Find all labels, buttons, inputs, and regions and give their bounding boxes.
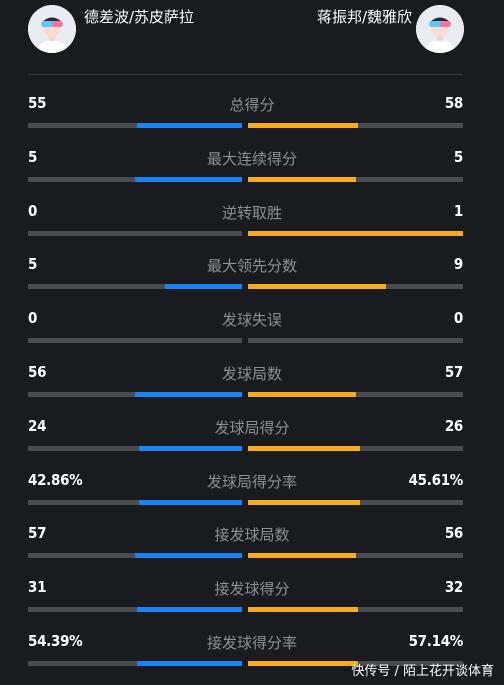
stat-right-value: 0 [453, 309, 463, 328]
stat-label: 总得分 [229, 96, 275, 114]
stat-label: 发球失误 [221, 311, 282, 330]
stat-left-value: 54.39% [28, 631, 83, 650]
stat-left-bar-track [28, 230, 242, 236]
stat-row: 56 发球局数 57 [0, 345, 504, 399]
stat-left-value: 0 [28, 201, 38, 220]
stat-label: 最大领先分数 [206, 257, 297, 276]
stat-left-bar-fill [135, 553, 242, 559]
left-player-name[interactable]: 德差波/苏皮萨拉 [84, 8, 195, 26]
stat-right-bar-track [248, 284, 463, 290]
stat-left-bar-fill [137, 123, 242, 128]
stat-left-bar-fill [135, 176, 242, 182]
stat-right-bar-track [248, 553, 463, 559]
stat-left-bar-track [28, 499, 242, 505]
stat-right-value: 58 [444, 94, 463, 112]
stat-left-bar-track [28, 391, 242, 397]
stat-left-value: 56 [28, 362, 47, 381]
stat-right-bar-track [248, 499, 463, 505]
stat-row: 0 逆转取胜 1 [0, 184, 504, 238]
stat-row: 54.39% 接发球得分率 57.14% [0, 614, 504, 668]
stat-left-bar-fill [135, 391, 242, 397]
stat-left-bar-track [28, 284, 242, 290]
stat-right-bar-track [248, 123, 463, 128]
stat-left-bar-track [28, 445, 242, 451]
watermark-text: 快传号 / 陌上花开谈体育 [351, 664, 494, 679]
stat-right-bar-track [248, 660, 463, 666]
match-header: 德差波/苏皮萨拉 蒋振邦/魏雅欣 [0, 0, 504, 76]
stat-row: 55 总得分 58 [0, 76, 504, 130]
stat-right-value: 57 [444, 362, 463, 381]
stat-left-bar-track [28, 338, 242, 344]
stat-label: 最大连续得分 [206, 149, 297, 168]
stat-right-value: 32 [444, 578, 463, 597]
header-divider [28, 74, 463, 75]
stat-right-bar-track [248, 607, 463, 613]
stat-right-bar-track [248, 230, 463, 236]
stat-left-value: 24 [28, 416, 47, 435]
stat-left-value: 42.86% [28, 470, 83, 489]
stat-row: 31 接发球得分 32 [0, 560, 504, 614]
stat-label: 接发球局数 [214, 526, 290, 545]
stat-right-value: 9 [453, 255, 463, 274]
stat-label: 逆转取胜 [221, 203, 282, 222]
stat-right-bar-track [248, 338, 463, 344]
stat-left-value: 5 [28, 255, 38, 274]
stat-left-value: 31 [28, 578, 47, 597]
stat-right-bar-fill [248, 553, 356, 559]
stat-label: 接发球得分率 [206, 633, 297, 652]
stats-list: 55 总得分 58 5 最大连续得分 5 0 逆转取胜 1 5 最大领先分数 9 0 发球失误 0 56 发球局… [0, 76, 504, 668]
stat-row: 24 发球局得分 26 [0, 399, 504, 453]
stat-left-value: 55 [28, 94, 47, 112]
stat-right-bar-fill [248, 176, 356, 182]
stat-row: 42.86% 发球局得分率 45.61% [0, 453, 504, 507]
avatar-placeholder-icon [416, 5, 464, 53]
stat-left-bar-fill [137, 660, 242, 666]
right-player-name[interactable]: 蒋振邦/魏雅欣 [316, 8, 412, 26]
stat-right-bar-fill [248, 499, 360, 505]
stat-label: 发球局得分率 [206, 472, 297, 491]
stat-left-value: 0 [28, 309, 38, 328]
stat-right-value: 57.14% [408, 631, 464, 650]
stat-label: 发球局得分 [214, 418, 290, 437]
stat-row: 5 最大连续得分 5 [0, 130, 504, 184]
stat-right-value: 26 [444, 416, 463, 435]
stat-row: 0 发球失误 0 [0, 291, 504, 345]
stat-right-value: 56 [444, 524, 463, 543]
stat-right-bar-fill [248, 391, 356, 397]
stat-right-value: 5 [453, 147, 463, 166]
stat-left-value: 5 [28, 147, 38, 166]
stat-right-value: 1 [453, 201, 463, 220]
stat-left-bar-fill [139, 445, 242, 451]
stat-right-bar-track [248, 391, 463, 397]
stat-right-value: 45.61% [408, 470, 464, 489]
right-player-avatar[interactable] [416, 5, 464, 53]
stat-right-bar-track [248, 445, 463, 451]
stat-label: 发球局数 [221, 364, 282, 383]
stat-left-bar-track [28, 553, 242, 559]
stat-label: 接发球得分 [214, 580, 290, 599]
stat-left-bar-track [28, 660, 242, 666]
stat-left-bar-fill [139, 499, 242, 505]
stat-right-bar-fill [248, 660, 358, 666]
stat-left-bar-track [28, 607, 242, 613]
avatar-placeholder-icon [28, 5, 76, 53]
stat-left-bar-track [28, 176, 242, 182]
stat-left-bar-fill [137, 607, 242, 613]
stat-left-bar-track [28, 123, 242, 128]
stat-row: 5 最大领先分数 9 [0, 237, 504, 291]
stat-row: 57 接发球局数 56 [0, 506, 504, 560]
stat-right-bar-fill [248, 607, 358, 613]
stat-left-bar-fill [164, 284, 242, 290]
stat-left-value: 57 [28, 524, 47, 543]
stat-right-bar-fill [248, 123, 358, 128]
stat-right-bar-fill [248, 230, 463, 236]
stat-right-bar-fill [248, 445, 360, 451]
left-player-avatar[interactable] [28, 5, 76, 53]
stat-right-bar-track [248, 176, 463, 182]
stat-right-bar-fill [248, 284, 386, 290]
